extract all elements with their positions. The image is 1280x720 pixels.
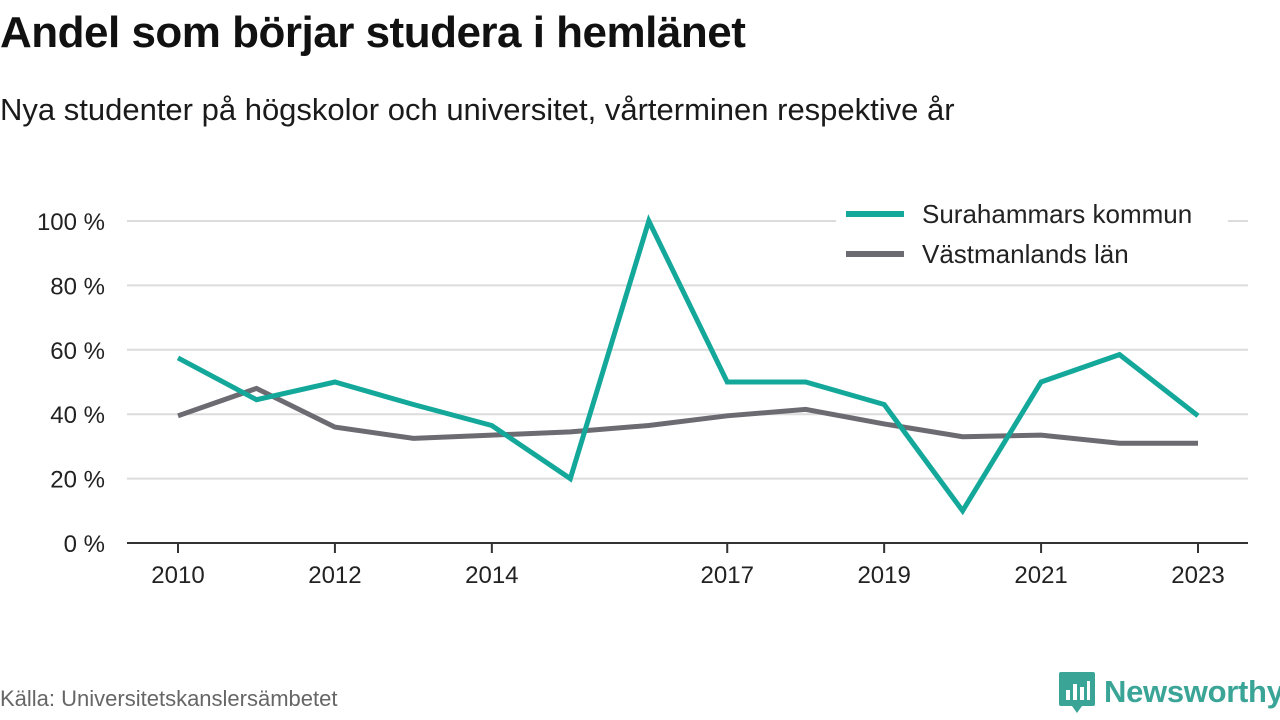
- y-tick-label: 20 %: [50, 467, 105, 494]
- source-note: Källa: Universitetskanslersämbetet: [0, 686, 338, 711]
- legend-background: [836, 192, 1228, 276]
- y-tick-label: 40 %: [50, 402, 105, 429]
- x-tick-label: 2014: [465, 562, 518, 589]
- legend-label: Västmanlands län: [922, 239, 1129, 269]
- series-line-surahammar: [176, 214, 1200, 516]
- legend-label: Surahammars kommun: [922, 199, 1192, 229]
- x-axis: 2010 2012 2014 2017 2019 2021 2023: [127, 542, 1248, 589]
- x-tick-label: 2023: [1171, 562, 1224, 589]
- y-tick-label: 0 %: [64, 531, 105, 558]
- y-tick-label: 100 %: [37, 209, 105, 236]
- x-tick-label: 2017: [701, 562, 754, 589]
- y-axis: 0 % 20 % 40 % 60 % 80 % 100 %: [37, 209, 105, 558]
- chart-title: Andel som börjar studera i hemlänet: [0, 8, 746, 57]
- chart-subtitle: Nya studenter på högskolor och universit…: [0, 92, 955, 127]
- y-tick-label: 60 %: [50, 338, 105, 365]
- x-tick-label: 2012: [308, 562, 361, 589]
- brand-logo: Newsworthy: [1058, 670, 1280, 714]
- newsworthy-logo-icon: [1059, 672, 1095, 713]
- x-tick-label: 2021: [1014, 562, 1067, 589]
- x-tick-label: 2010: [151, 562, 204, 589]
- series-lines: [176, 214, 1200, 516]
- x-tick-label: 2019: [857, 562, 910, 589]
- legend: Surahammars kommun Västmanlands län: [836, 192, 1228, 276]
- series-line-vastmanland: [177, 385, 1198, 446]
- y-tick-label: 80 %: [50, 273, 105, 300]
- brand-name: Newsworthy: [1104, 674, 1280, 709]
